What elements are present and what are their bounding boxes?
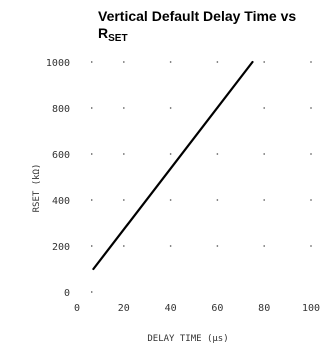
grid-dot bbox=[263, 107, 265, 109]
grid-dot bbox=[216, 61, 219, 63]
grid-dot bbox=[123, 199, 125, 201]
grid-dot bbox=[169, 199, 172, 201]
y-tick-mark bbox=[91, 199, 93, 201]
y-tick-label: 800 bbox=[52, 104, 70, 115]
y-tick-label: 1000 bbox=[46, 58, 70, 69]
grid-dot bbox=[169, 153, 172, 155]
grid-dot bbox=[216, 153, 219, 155]
x-tick-label: 0 bbox=[74, 303, 80, 314]
grid-dot bbox=[310, 199, 312, 201]
grid-dot bbox=[310, 245, 312, 247]
grid-dot bbox=[123, 107, 125, 109]
y-tick-mark bbox=[91, 153, 93, 155]
series-layer bbox=[92, 60, 254, 271]
grid-dot bbox=[263, 153, 265, 155]
series-line bbox=[92, 60, 254, 271]
grid-dot bbox=[263, 61, 265, 63]
y-tick-label: 400 bbox=[52, 196, 70, 207]
x-tick-label: 80 bbox=[258, 303, 270, 314]
x-tick-label: 20 bbox=[118, 303, 130, 314]
x-tick-label: 40 bbox=[165, 303, 177, 314]
grid-dot bbox=[169, 245, 172, 247]
y-tick-label: 0 bbox=[64, 288, 70, 299]
grid bbox=[91, 61, 312, 293]
y-tick-label: 200 bbox=[52, 242, 70, 253]
grid-dot bbox=[263, 199, 265, 201]
x-tick-label: 100 bbox=[302, 303, 320, 314]
grid-dot bbox=[169, 61, 172, 63]
grid-dot bbox=[216, 199, 219, 201]
x-tick-label: 60 bbox=[211, 303, 223, 314]
grid-dot bbox=[123, 61, 125, 63]
grid-dot bbox=[123, 153, 125, 155]
grid-dot bbox=[310, 153, 312, 155]
x-axis-label: DELAY TIME (μs) bbox=[147, 334, 228, 344]
grid-dot bbox=[123, 245, 125, 247]
grid-dot bbox=[216, 245, 219, 247]
y-tick-mark bbox=[91, 61, 93, 63]
y-axis-label: RSET (kΩ) bbox=[32, 164, 42, 213]
chart-title: Vertical Default Delay Time vs RSET bbox=[98, 8, 298, 47]
grid-dot bbox=[169, 107, 172, 109]
grid-dot bbox=[310, 61, 312, 63]
y-tick-mark bbox=[91, 291, 93, 293]
chart-title-text: Vertical Default Delay Time vs R bbox=[98, 8, 297, 41]
y-tick-mark bbox=[91, 245, 93, 247]
chart-title-subscript: SET bbox=[108, 33, 128, 44]
y-tick-label: 600 bbox=[52, 150, 70, 161]
grid-dot bbox=[263, 245, 265, 247]
y-tick-mark bbox=[91, 107, 93, 109]
grid-dot bbox=[310, 107, 312, 109]
